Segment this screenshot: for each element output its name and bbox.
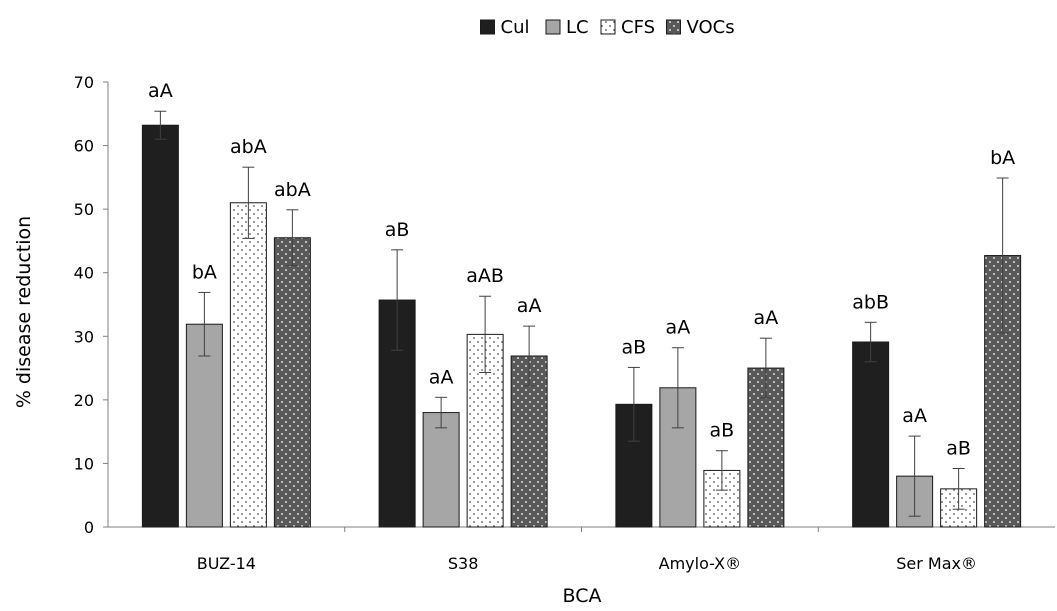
significance-label: abB (852, 291, 889, 313)
significance-label: aA (429, 366, 454, 388)
y-axis-title: % disease reduction (13, 216, 35, 408)
significance-label: aA (148, 80, 173, 102)
legend-label-cfs: CFS (621, 17, 655, 38)
bars-layer: aA bA abA abA aB aA aAB aA aB aA aB aA abB aA aB bA (141, 80, 1022, 528)
bar-lc-1 (422, 412, 460, 528)
x-tick-label: Ser Max® (896, 554, 977, 573)
y-tick-label: 50 (74, 200, 94, 219)
significance-label: aA (754, 307, 779, 329)
significance-label: aB (710, 420, 735, 442)
x-tick-label: BUZ-14 (197, 554, 256, 573)
bar-lc-0 (185, 323, 223, 528)
y-tick-label: 0 (84, 518, 94, 537)
y-tick-label: 60 (74, 137, 94, 156)
legend-swatch-cul (480, 19, 495, 35)
bar-cfs-0 (229, 202, 267, 528)
bar-cul-3 (852, 341, 890, 528)
significance-label: aA (666, 317, 691, 339)
significance-label: bA (192, 261, 217, 283)
bar-cul-0 (141, 124, 179, 528)
y-tick-label: 40 (74, 264, 94, 283)
significance-label: aB (622, 336, 647, 358)
legend-swatch-vocs (666, 19, 681, 35)
x-axis: BUZ-14 S38 Amylo-X® Ser Max® (108, 526, 1055, 573)
x-tick-label: Amylo-X® (659, 554, 741, 573)
x-axis-title: BCA (563, 585, 602, 607)
legend-swatch-cfs (600, 19, 616, 35)
legend-label-lc: LC (566, 17, 589, 38)
significance-label: bA (990, 147, 1015, 169)
legend-label-vocs: VOCs (687, 17, 735, 38)
significance-label: aAB (466, 265, 504, 287)
y-tick-label: 70 (74, 73, 94, 92)
significance-label: aB (385, 219, 410, 241)
significance-label: abA (274, 179, 311, 201)
y-tick-label: 10 (74, 454, 94, 473)
y-axis: 0 10 20 30 40 50 60 70 (74, 73, 109, 537)
legend-label-cul: Cul (501, 17, 530, 38)
bar-vocs-0 (273, 237, 311, 528)
significance-label: aB (946, 438, 971, 460)
legend-swatch-lc (545, 19, 561, 35)
y-tick-label: 30 (74, 327, 94, 346)
legend: Cul LC CFS VOCs (480, 17, 735, 38)
y-tick-label: 20 (74, 391, 94, 410)
x-tick-label: S38 (448, 554, 479, 573)
significance-label: abA (230, 136, 267, 158)
significance-label: aA (517, 295, 542, 317)
significance-label: aA (902, 405, 927, 427)
